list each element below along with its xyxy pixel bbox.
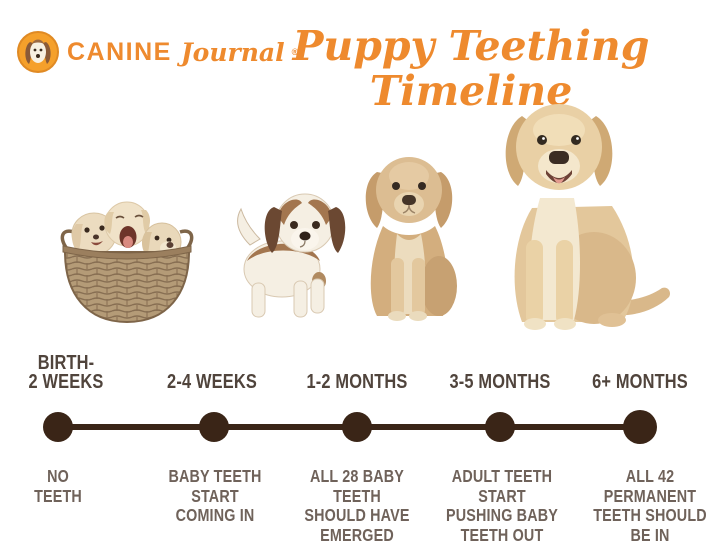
timeline-dot-birth-2-weeks: [43, 412, 73, 442]
brand-suffix: Journal: [180, 37, 285, 67]
stage-description-28-baby-teeth: ALL 28 BABY TEETH SHOULD HAVE EMERGED: [304, 466, 410, 545]
golden-retriever-puppy-illustration: [462, 90, 679, 336]
timeline-dot-2-4-weeks: [199, 412, 229, 442]
newborn-puppies-in-basket-illustration: [52, 194, 202, 332]
page-title: Puppy Teething Timeline: [292, 22, 650, 116]
dog-head-logo-icon: [16, 30, 60, 74]
stage-label-6-plus-months: 6+ MONTHS: [592, 371, 688, 393]
stage-label-3-5-months: 3-5 MONTHS: [449, 371, 551, 393]
stage-description-42-permanent-teeth: ALL 42 PERMANENT TEETH SHOULD BE IN: [593, 466, 707, 545]
timeline-dot-3-5-months: [485, 412, 515, 442]
stage-description-baby-teeth-start: BABY TEETH START COMING IN: [168, 466, 262, 525]
stage-description-no-teeth: NO TEETH: [34, 466, 82, 506]
timeline-dot-1-2-months: [342, 412, 372, 442]
beagle-puppy-illustration: [222, 181, 347, 321]
stage-label-2-4-weeks: 2-4 WEEKS: [167, 371, 257, 393]
stage-label-1-2-months: 1-2 MONTHS: [306, 371, 408, 393]
trademark-symbol: ®: [291, 47, 299, 57]
golden-puppy-sitting-illustration: [349, 138, 469, 330]
stage-label-birth-2-weeks: BIRTH- 2 WEEKS: [28, 352, 104, 393]
canine-journal-logo: CANINE Journal ®: [16, 30, 298, 74]
stage-description-adult-teeth-push: ADULT TEETH START PUSHING BABY TEETH OUT: [445, 466, 559, 545]
brand-name: CANINE: [67, 37, 172, 66]
timeline-dot-6-plus-months: [623, 410, 657, 444]
